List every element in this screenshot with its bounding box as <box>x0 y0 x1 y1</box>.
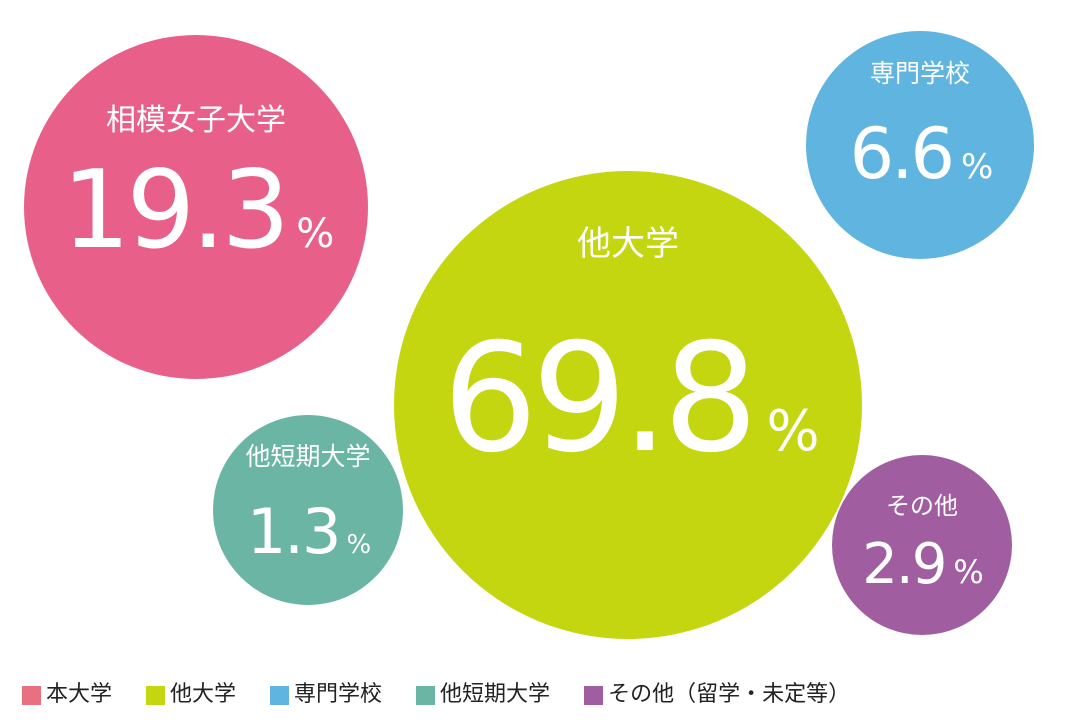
bubble-value-vocational: 6.6% <box>850 113 992 195</box>
legend-swatch-other-univ <box>146 685 166 705</box>
legend-item-others: その他（留学・未定等） <box>584 684 850 706</box>
bubble-value-other-univ: 69.8% <box>442 312 817 486</box>
bubble-value-honsha: 19.3% <box>62 148 332 273</box>
bubble-value-others: 2.9% <box>862 532 982 597</box>
bubble-label-vocational: 専門学校 <box>870 59 970 88</box>
legend-swatch-junior <box>416 685 436 705</box>
legend-swatch-honsha <box>22 685 41 705</box>
bubble-others: その他 2.9% <box>832 455 1012 635</box>
legend-swatch-others <box>584 685 604 705</box>
bubble-circle-others <box>832 455 1012 635</box>
bubble-circle-vocational <box>806 31 1034 259</box>
legend-item-honsha: 本大学 <box>22 684 112 706</box>
legend-label-junior: 他短期大学 <box>440 682 551 707</box>
bubble-label-junior: 他短期大学 <box>245 442 370 471</box>
bubble-other-univ: 他大学 69.8% <box>394 171 862 639</box>
bubble-circle-junior <box>213 415 403 605</box>
legend-swatch-vocational <box>270 685 290 705</box>
bubble-junior: 他短期大学 1.3% <box>213 415 403 605</box>
bubble-label-honsha: 相模女子大学 <box>106 103 286 138</box>
legend-label-vocational: 専門学校 <box>294 682 383 707</box>
bubble-honsha: 相模女子大学 19.3% <box>24 35 368 379</box>
bubble-circle-other-univ <box>394 171 862 639</box>
bubble-circle-honsha <box>24 35 368 379</box>
bubble-value-junior: 1.3% <box>247 495 371 568</box>
bubble-label-others: その他 <box>886 492 958 520</box>
legend-item-junior: 他短期大学 <box>416 684 550 706</box>
legend-item-vocational: 専門学校 <box>270 684 382 706</box>
legend-label-others: その他（留学・未定等） <box>608 682 851 707</box>
legend-label-honsha: 本大学 <box>46 682 113 707</box>
legend-item-other-univ: 他大学 <box>146 684 236 706</box>
bubble-label-other-univ: 他大学 <box>577 224 679 264</box>
legend: 本大学 他大学 専門学校 他短期大学 その他（留学・未定等） <box>22 680 884 710</box>
legend-label-other-univ: 他大学 <box>170 682 237 707</box>
bubble-vocational: 専門学校 6.6% <box>806 31 1034 259</box>
